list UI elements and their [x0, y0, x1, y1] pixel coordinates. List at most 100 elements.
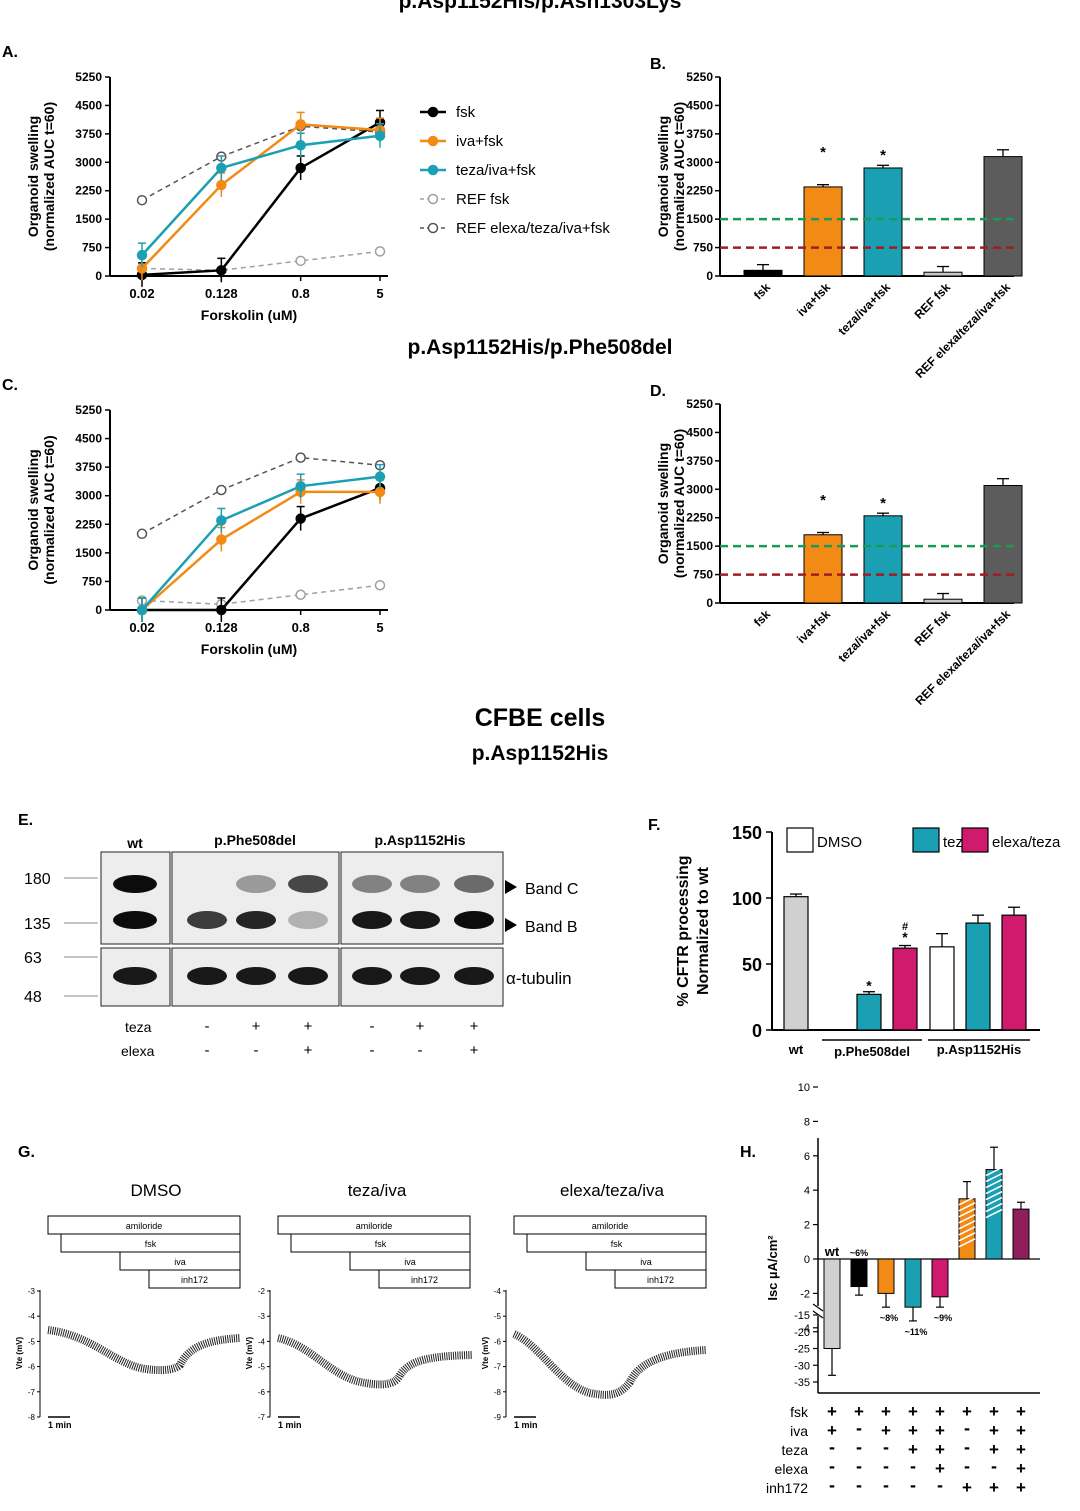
x-tick-label: 0.8: [292, 620, 310, 635]
y-tick-label: 3750: [686, 454, 713, 468]
hatch: [985, 1172, 1003, 1183]
data-point-REF elexa/teza/iva+fsk: [136, 194, 148, 206]
sign: +: [935, 1402, 945, 1421]
y-tick-label: 4: [804, 1185, 810, 1197]
bar: [929, 946, 955, 1031]
y-tick-label: 3000: [75, 489, 102, 503]
treatment-label: iva: [174, 1257, 186, 1267]
scale-label: 1 min: [514, 1420, 538, 1430]
hatch: [985, 1196, 1003, 1207]
sign: -: [883, 1437, 889, 1457]
sign: -: [856, 1437, 862, 1457]
treatment-label: fsk: [145, 1239, 157, 1249]
bar-annotation: wt: [824, 1244, 840, 1259]
significance-marker: *: [880, 147, 886, 164]
hatch: [958, 1226, 976, 1236]
y-tick-label: -2: [800, 1288, 810, 1300]
legend-swatch: [961, 827, 989, 853]
sign: +: [854, 1402, 864, 1421]
bar: [892, 947, 918, 1031]
bar-annotation: ~8%: [880, 1313, 898, 1323]
bar-REF elexa/teza/iva+fsk: [983, 156, 1023, 277]
sign: -: [883, 1475, 889, 1495]
y-tick-label: 4500: [686, 98, 713, 112]
mw-label: 180: [24, 871, 51, 888]
data-point-fsk: [216, 604, 227, 616]
y-tick-label: 2250: [686, 511, 713, 525]
y-tick-label: 750: [693, 241, 713, 255]
sign: -: [910, 1475, 916, 1495]
panel-letter: H.: [740, 1144, 756, 1161]
sign: -: [883, 1456, 889, 1476]
y-tick-label: 2250: [686, 184, 713, 198]
x-tick-label: 5: [376, 620, 383, 635]
panel-letter: G.: [18, 1144, 35, 1161]
tubulin-band: [288, 967, 328, 985]
hatch: [985, 1208, 1003, 1219]
bar-annotation: ~9%: [934, 1313, 952, 1323]
treatment-label: fsk: [611, 1239, 623, 1249]
sign: -: [370, 1018, 375, 1035]
title-mid: p.Asp1152His/p.Phe508del: [407, 336, 673, 359]
y-tick-label: -4: [28, 1312, 36, 1321]
x-tick-label: REF fsk: [912, 607, 954, 649]
sign: -: [205, 1018, 210, 1035]
y-tick-label: 750: [82, 241, 102, 255]
y-tick-label: 150: [732, 823, 762, 843]
hatch: [958, 1202, 976, 1212]
sign: +: [989, 1402, 999, 1421]
band-b: [113, 911, 157, 929]
x-tick-label: 0.8: [292, 286, 310, 301]
y-tick-label: -8: [28, 1413, 36, 1422]
hatch: [985, 1202, 1003, 1213]
bar: [965, 922, 991, 1031]
significance-marker: *: [820, 492, 826, 509]
significance-marker: #: [902, 921, 908, 933]
sign: -: [856, 1456, 862, 1476]
data-point-REF fsk: [295, 255, 306, 267]
data-point-REF elexa/teza/iva+fsk: [295, 452, 306, 463]
y-tick-label: -15: [794, 1310, 810, 1322]
data-point-teza/iva+fsk: [136, 249, 148, 261]
sign: +: [908, 1440, 918, 1459]
y-tick-label: 3750: [686, 127, 713, 141]
treatment-label: amiloride: [592, 1221, 629, 1231]
band-c: [352, 875, 392, 893]
bar-iva+fsk: [803, 186, 843, 277]
legend-marker: [427, 164, 439, 176]
y-axis-label: Vte (mV): [245, 1336, 254, 1369]
treatment-bar: [378, 1269, 471, 1289]
y-tick-label: 100: [732, 889, 762, 909]
sign: +: [252, 1018, 261, 1035]
y-tick-label: 50: [742, 955, 762, 975]
series-line-iva+fsk: [141, 123, 381, 270]
data-point-fsk: [216, 265, 227, 276]
sign: -: [856, 1475, 862, 1495]
y-tick-label: -6: [28, 1363, 36, 1372]
blot-panel: [100, 851, 171, 945]
group-label: p.Asp1152His: [937, 1042, 1022, 1057]
sign: +: [1016, 1440, 1026, 1459]
hatch: [985, 1190, 1003, 1201]
y-axis-label: Organoid swelling: [25, 116, 41, 237]
bar-fsk: [743, 269, 783, 277]
lane-label: wt: [126, 835, 143, 851]
sign: +: [989, 1440, 999, 1459]
bar: [856, 993, 882, 1031]
band-b: [288, 911, 328, 929]
blot-panel: [340, 851, 504, 945]
y-tick-label: 3750: [75, 460, 102, 474]
row-label: elexa: [121, 1043, 155, 1059]
bar: [958, 1198, 976, 1260]
series-line-fsk: [142, 486, 381, 612]
sign: -: [964, 1437, 970, 1457]
hatch: [985, 1178, 1003, 1189]
hatch: [985, 1166, 1003, 1177]
legend-marker: [427, 135, 439, 147]
tubulin-band: [187, 967, 227, 985]
legend-label: REF elexa/teza/iva+fsk: [456, 220, 610, 237]
scale-label: 1 min: [48, 1420, 72, 1430]
tubulin-band: [352, 967, 392, 985]
y-tick-label: -4: [800, 1323, 810, 1335]
sign: +: [935, 1459, 945, 1478]
